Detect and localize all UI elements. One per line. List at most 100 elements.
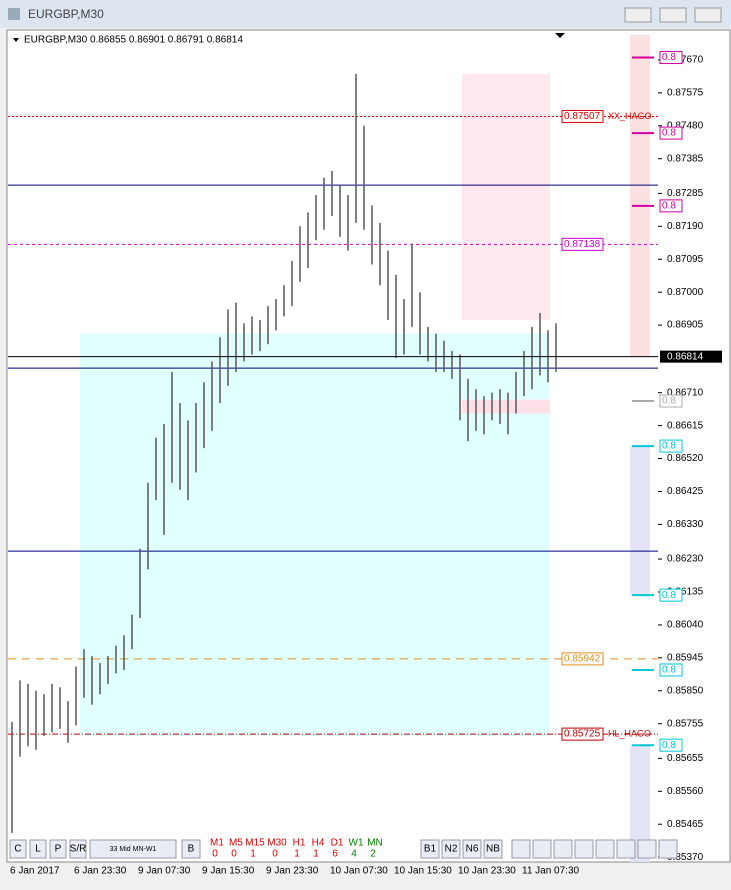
toolbar-button[interactable]	[181, 839, 201, 859]
side-marker-label: 0.8	[662, 201, 676, 212]
toolbar-button-label: B1	[424, 844, 437, 855]
tool-icon-button[interactable]	[637, 839, 657, 859]
title-bar	[0, 0, 731, 28]
tool-icon-button[interactable]	[574, 839, 594, 859]
tool-icon-button[interactable]	[595, 839, 615, 859]
y-tick-label: 0.87285	[667, 188, 704, 199]
toolbar-button-label: C	[14, 844, 21, 855]
zone	[462, 399, 550, 414]
y-tick-label: 0.87095	[667, 254, 704, 265]
level-label-box	[561, 727, 604, 741]
side-marker-label: 0.8	[662, 665, 676, 676]
side-marker-box	[659, 126, 683, 140]
toolbar-button[interactable]	[69, 839, 87, 859]
y-tick-label: 0.87190	[667, 221, 704, 232]
y-tick-label: 0.85945	[667, 652, 704, 663]
y-tick-label: 0.87480	[667, 120, 704, 131]
x-tick-label: 6 Jan 2017	[10, 866, 60, 877]
timeframe-count: 2	[370, 849, 376, 860]
x-tick-label: 9 Jan 15:30	[202, 866, 255, 877]
toolbar-button[interactable]	[9, 839, 27, 859]
close-button[interactable]	[694, 7, 722, 23]
y-tick-label: 0.85370	[667, 852, 704, 863]
toolbar-button[interactable]	[89, 839, 177, 859]
timeframe-count: 6	[332, 849, 338, 860]
timeframe-count: 1	[313, 849, 319, 860]
timeframe-count: 1	[294, 849, 300, 860]
toolbar-button-label: N2	[445, 844, 458, 855]
toolbar-button-label: B	[188, 844, 195, 855]
tool-icon-button[interactable]	[553, 839, 573, 859]
x-tick-label: 6 Jan 23:30	[74, 866, 127, 877]
toolbar-button-label: S/R	[70, 844, 87, 855]
timeframe-name[interactable]: H1	[293, 838, 306, 849]
maximize-button[interactable]	[659, 7, 687, 23]
y-tick-label: 0.85560	[667, 786, 704, 797]
side-marker-box	[659, 663, 683, 677]
level-tag: HL_HAGO	[608, 728, 651, 738]
zone	[462, 73, 550, 320]
toolbar-button[interactable]	[49, 839, 67, 859]
side-column	[630, 745, 650, 862]
window-title: EURGBP,M30	[28, 7, 104, 21]
y-tick-label: 0.85465	[667, 819, 704, 830]
toolbar-button-label: 33 Mid MN-W1	[110, 846, 157, 853]
y-tick-label: 0.86230	[667, 554, 704, 565]
timeframe-name[interactable]: MN	[367, 838, 383, 849]
tool-icon-button[interactable]	[511, 839, 531, 859]
toolbar-button-label: L	[35, 844, 41, 855]
y-tick-label: 0.87385	[667, 153, 704, 164]
timeframe-name[interactable]: M30	[267, 838, 287, 849]
toolbar-button[interactable]	[462, 839, 482, 859]
x-tick-label: 9 Jan 07:30	[138, 866, 191, 877]
timeframe-count: 0	[231, 849, 237, 860]
side-column	[630, 35, 650, 357]
timeframe-name[interactable]: W1	[349, 838, 364, 849]
toolbar-button[interactable]	[483, 839, 503, 859]
y-tick-label: 0.87670	[667, 55, 704, 66]
shift-marker	[555, 33, 565, 38]
x-tick-label: 11 Jan 07:30	[522, 866, 580, 877]
y-tick-label: 0.86040	[667, 620, 704, 631]
timeframe-count: 0	[272, 849, 278, 860]
toolbar-button-label: NB	[486, 844, 500, 855]
y-tick-label: 0.87575	[667, 88, 704, 99]
side-marker-label: 0.8	[662, 441, 676, 452]
tool-icon-button[interactable]	[658, 839, 678, 859]
toolbar-button-label: P	[55, 844, 62, 855]
toolbar-button-label: N6	[466, 844, 479, 855]
timeframe-name[interactable]: M5	[229, 838, 243, 849]
level-label-box	[561, 652, 604, 666]
timeframe-count: 4	[351, 849, 357, 860]
timeframe-name[interactable]: D1	[331, 838, 344, 849]
y-tick-label: 0.86330	[667, 519, 704, 530]
x-tick-label: 10 Jan 15:30	[394, 866, 452, 877]
side-column	[630, 446, 650, 596]
timeframe-name[interactable]: M1	[210, 838, 224, 849]
x-tick-label: 10 Jan 23:30	[458, 866, 516, 877]
timeframe-count: 0	[212, 849, 218, 860]
toolbar-button[interactable]	[420, 839, 440, 859]
minimize-button[interactable]	[624, 7, 652, 23]
side-marker-label: 0.8	[662, 128, 676, 139]
level-tag: XX_HAGO	[608, 111, 652, 121]
timeframe-name[interactable]: M15	[245, 838, 265, 849]
side-marker-box	[659, 199, 683, 213]
tool-icon-button[interactable]	[532, 839, 552, 859]
x-tick-label: 10 Jan 07:30	[330, 866, 388, 877]
tool-icon-button[interactable]	[616, 839, 636, 859]
header-arrow	[13, 38, 19, 42]
level-label-box	[561, 237, 604, 251]
level-label: 0.85725	[564, 729, 601, 740]
y-tick-label: 0.86425	[667, 486, 704, 497]
toolbar-button[interactable]	[29, 839, 47, 859]
side-marker-box	[659, 738, 683, 752]
y-tick-label: 0.86135	[667, 587, 704, 598]
side-marker-box	[659, 394, 683, 408]
chart-header: EURGBP,M30 0.86855 0.86901 0.86791 0.868…	[24, 35, 243, 46]
side-marker-label: 0.8	[662, 396, 676, 407]
toolbar-button[interactable]	[441, 839, 461, 859]
y-tick-label: 0.86520	[667, 453, 704, 464]
timeframe-name[interactable]: H4	[312, 838, 325, 849]
